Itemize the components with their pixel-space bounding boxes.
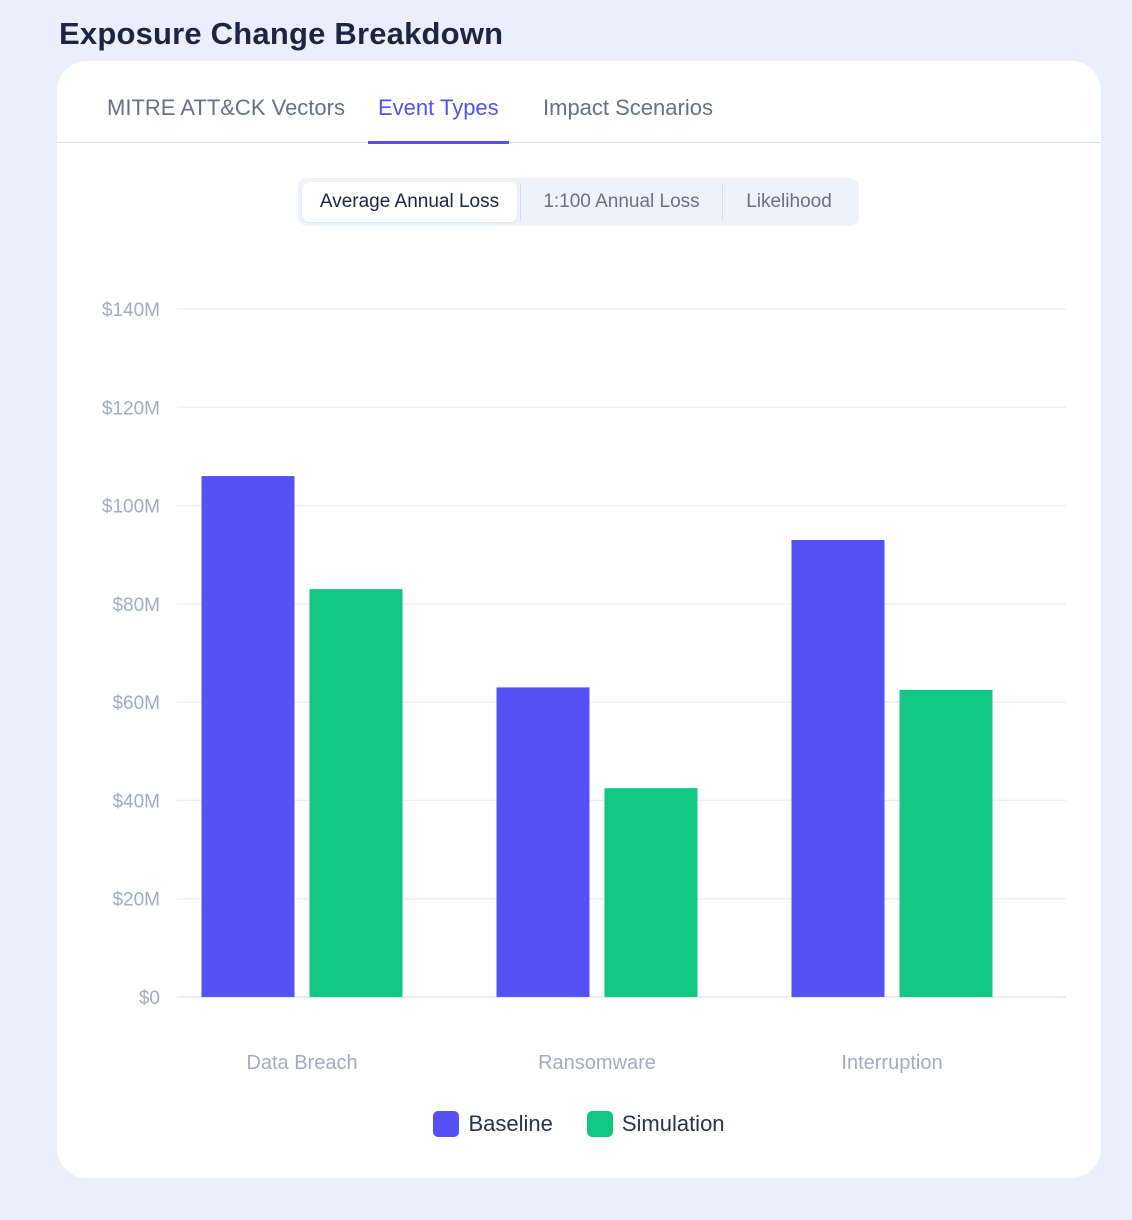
legend-item-baseline[interactable]: Baseline [433, 1111, 553, 1137]
toggle-average-annual-loss[interactable]: Average Annual Loss [302, 182, 517, 222]
bar-chart: $0 $20M $40M $60M $80M $100M $120M $140M Data Br… [102, 300, 1066, 1074]
tab-mitre-attack-vectors[interactable]: MITRE ATT&CK Vectors [107, 95, 345, 120]
legend-swatch-simulation [586, 1111, 613, 1137]
toggle-divider [722, 184, 723, 220]
tab-bar: MITRE ATT&CK Vectors Event Types Impact … [57, 61, 1101, 144]
y-tick-label: $20M [112, 890, 160, 911]
legend-label-baseline: Baseline [468, 1111, 553, 1136]
bar-simulation-ransomware[interactable] [604, 788, 698, 997]
tab-impact-scenarios[interactable]: Impact Scenarios [543, 95, 713, 120]
toggle-divider [520, 184, 521, 220]
x-tick-label: Interruption [841, 1052, 942, 1074]
legend-item-simulation[interactable]: Simulation [586, 1111, 725, 1137]
bar-simulation-data-breach[interactable] [309, 589, 403, 997]
chart-legend: Baseline Simulation [57, 1111, 1101, 1137]
page-title: Exposure Change Breakdown [59, 16, 504, 51]
x-tick-label: Ransomware [538, 1052, 656, 1074]
tab-event-types[interactable]: Event Types [368, 95, 509, 144]
bar-baseline-ransomware[interactable] [496, 687, 590, 997]
y-tick-label: $0 [139, 988, 160, 1009]
chart-card: MITRE ATT&CK Vectors Event Types Impact … [57, 61, 1101, 1178]
y-tick-label: $140M [102, 300, 160, 321]
bar-simulation-interruption[interactable] [899, 689, 993, 997]
toggle-likelihood[interactable]: Likelihood [746, 191, 832, 212]
y-tick-label: $60M [112, 693, 160, 714]
toggle-1-100-annual-loss[interactable]: 1:100 Annual Loss [543, 191, 700, 212]
x-tick-label: Data Breach [246, 1052, 357, 1074]
metric-toggle: Average Annual Loss 1:100 Annual Loss Li… [298, 178, 859, 226]
legend-swatch-baseline [433, 1111, 460, 1137]
bar-baseline-data-breach[interactable] [201, 476, 295, 998]
bar-baseline-interruption[interactable] [791, 539, 885, 997]
y-tick-label: $120M [102, 398, 160, 419]
legend-label-simulation: Simulation [621, 1111, 725, 1136]
y-tick-label: $80M [112, 595, 160, 616]
y-tick-label: $100M [102, 497, 160, 518]
y-tick-label: $40M [112, 791, 160, 812]
